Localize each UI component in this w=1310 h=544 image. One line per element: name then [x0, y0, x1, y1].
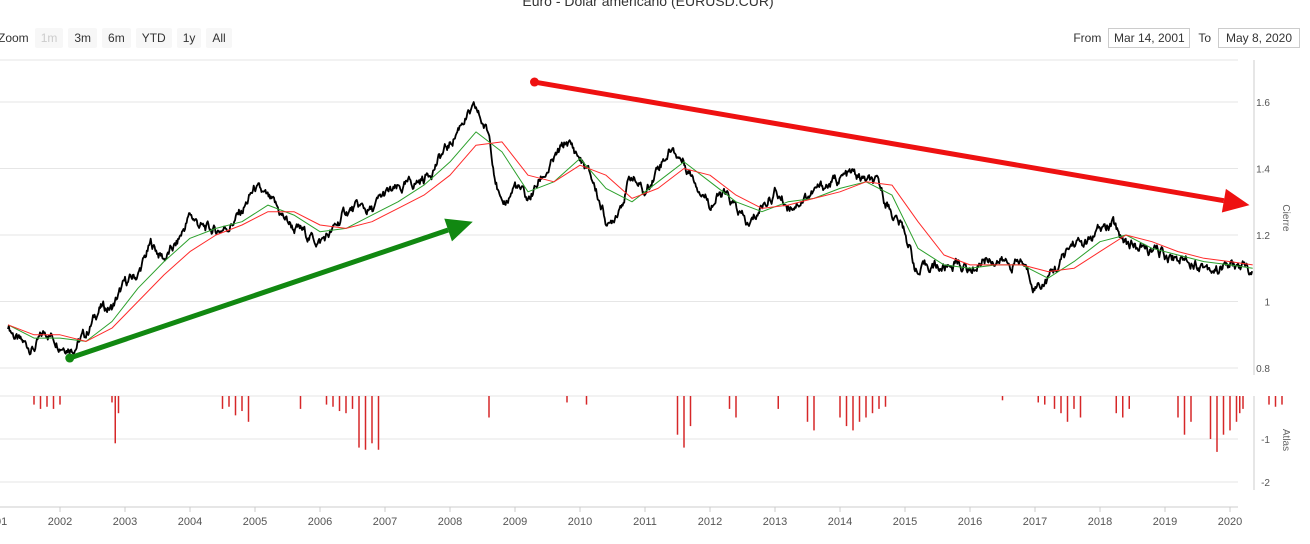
from-date-input[interactable] — [1108, 28, 1191, 48]
x-tick-label: 2002 — [48, 516, 72, 528]
y-tick-label: 1.2 — [1256, 231, 1270, 242]
lower-axis-title: Atlas — [1280, 429, 1291, 451]
zoom-label: Zoom — [0, 31, 29, 45]
x-tick-label: 2014 — [828, 516, 852, 528]
chart-title: Euro - Dolar americano (EURUSD.CUR) — [522, 0, 774, 9]
arrow-head — [444, 218, 473, 242]
y-tick-label: 0.8 — [1256, 364, 1270, 375]
moving-average-green-line — [7, 131, 1253, 342]
x-tick-label: 2012 — [698, 516, 722, 528]
price-line — [7, 101, 1253, 356]
zoom-6m-button[interactable]: 6m — [102, 28, 131, 48]
to-label: To — [1198, 31, 1211, 45]
x-tick-label: 2001 — [0, 516, 7, 528]
moving-average-red-line — [7, 141, 1253, 342]
atlas-bars — [33, 396, 1283, 452]
arrow-head — [1221, 188, 1250, 213]
x-tick-label: 2019 — [1153, 516, 1177, 528]
trend-arrows — [65, 77, 1250, 363]
zoom-1m-button[interactable]: 1m — [34, 28, 64, 48]
x-tick-label: 2008 — [438, 516, 462, 528]
x-tick-label: 2009 — [503, 516, 527, 528]
x-tick-label: 2004 — [178, 516, 202, 528]
axes: 0.8 1 1.2 1.4 1.6 Cierre -1 -2 Atlas 2001 2002 2003… — [0, 60, 1291, 528]
x-tick-label: 2015 — [893, 516, 917, 528]
zoom-3m-button[interactable]: 3m — [68, 28, 98, 48]
x-tick-label: 2007 — [373, 516, 397, 528]
lower-tick-label: -1 — [1261, 435, 1270, 446]
zoom-ytd-button[interactable]: YTD — [135, 28, 172, 48]
x-tick-label: 2010 — [568, 516, 592, 528]
to-date-input[interactable] — [1218, 28, 1300, 48]
downtrend-arrow — [530, 77, 1250, 213]
arrow-shaft — [534, 79, 1225, 204]
x-tick-label: 2003 — [113, 516, 137, 528]
arrow-shaft — [68, 227, 449, 361]
x-tick-label: 2016 — [958, 516, 982, 528]
zoom-toolbar: Zoom 1m 3m 6m YTD 1y All — [0, 28, 237, 48]
x-tick-label: 2006 — [308, 516, 332, 528]
x-tick-label: 2020 — [1218, 516, 1242, 528]
x-tick-label: 2005 — [243, 516, 267, 528]
x-tick-label: 2011 — [633, 516, 657, 528]
x-tick-label: 2017 — [1023, 516, 1047, 528]
y-tick-label: 1.4 — [1256, 165, 1270, 176]
y-tick-label: 1 — [1264, 298, 1270, 309]
x-tick-label: 2013 — [763, 516, 787, 528]
date-range-selector: From To — [1065, 28, 1300, 48]
y-tick-label: 1.6 — [1256, 98, 1270, 109]
x-tick-label: 2018 — [1088, 516, 1112, 528]
price-lines — [7, 101, 1253, 356]
zoom-all-button[interactable]: All — [206, 28, 232, 48]
upper-axis-title: Cierre — [1280, 204, 1291, 232]
uptrend-arrow — [65, 218, 473, 363]
from-label: From — [1073, 31, 1102, 45]
zoom-1y-button[interactable]: 1y — [176, 28, 202, 48]
lower-tick-label: -2 — [1261, 478, 1270, 489]
